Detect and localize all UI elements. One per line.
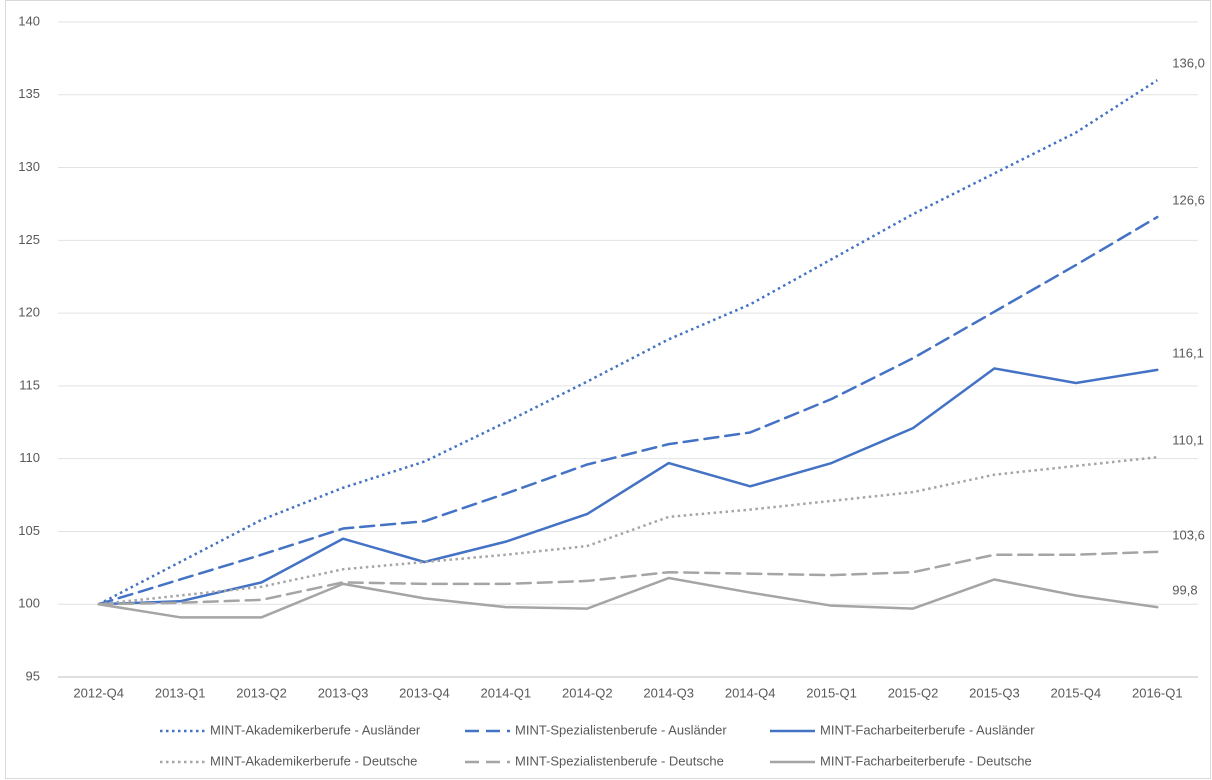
- x-tick-label: 2013-Q2: [236, 685, 287, 700]
- data-label: 103,6: [1172, 527, 1205, 542]
- x-tick-label: 2014-Q4: [725, 685, 776, 700]
- y-tick-label: 105: [18, 523, 40, 538]
- data-label: 116,1: [1172, 345, 1204, 360]
- y-tick-label: 95: [26, 668, 40, 683]
- y-tick-label: 100: [18, 596, 40, 611]
- x-tick-label: 2014-Q1: [481, 685, 532, 700]
- series-line: [97, 576, 1159, 619]
- y-tick-label: 125: [18, 232, 40, 247]
- x-tick-label: 2015-Q1: [806, 685, 857, 700]
- x-tick-label: 2013-Q4: [399, 685, 450, 700]
- x-tick-label: 2013-Q3: [318, 685, 369, 700]
- y-tick-label: 135: [18, 86, 40, 101]
- data-label: 99,8: [1172, 583, 1197, 598]
- y-tick-label: 140: [18, 13, 40, 28]
- y-tick-label: 115: [19, 377, 40, 392]
- data-label: 136,0: [1172, 56, 1205, 71]
- y-tick-label: 110: [19, 450, 40, 465]
- legend-label: MINT-Facharbeiterberufe - Ausländer: [820, 722, 1035, 737]
- series-line: [98, 79, 1158, 606]
- legend-label: MINT-Facharbeiterberufe - Deutsche: [820, 753, 1032, 768]
- x-tick-label: 2014-Q2: [562, 685, 613, 700]
- series-line: [97, 215, 1159, 606]
- data-label: 126,6: [1172, 192, 1205, 207]
- legend-label: MINT-Akademikerberufe - Ausländer: [210, 722, 421, 737]
- x-tick-label: 2015-Q4: [1051, 685, 1102, 700]
- legend-label: MINT-Akademikerberufe - Deutsche: [210, 753, 417, 768]
- series-line: [97, 367, 1159, 606]
- chart-border: [5, 0, 1211, 779]
- x-tick-label: 2016-Q1: [1132, 685, 1183, 700]
- x-tick-label: 2013-Q1: [155, 685, 206, 700]
- legend-label: MINT-Spezialistenberufe - Deutsche: [515, 753, 724, 768]
- y-tick-label: 120: [18, 305, 40, 320]
- series-line: [97, 550, 1159, 606]
- series-line: [98, 455, 1158, 606]
- x-tick-label: 2015-Q2: [888, 685, 939, 700]
- data-label: 110,1: [1172, 433, 1204, 448]
- x-tick-label: 2015-Q3: [969, 685, 1020, 700]
- x-tick-label: 2012-Q4: [73, 685, 124, 700]
- y-tick-label: 130: [18, 159, 40, 174]
- legend-label: MINT-Spezialistenberufe - Ausländer: [515, 722, 727, 737]
- x-tick-label: 2014-Q3: [643, 685, 694, 700]
